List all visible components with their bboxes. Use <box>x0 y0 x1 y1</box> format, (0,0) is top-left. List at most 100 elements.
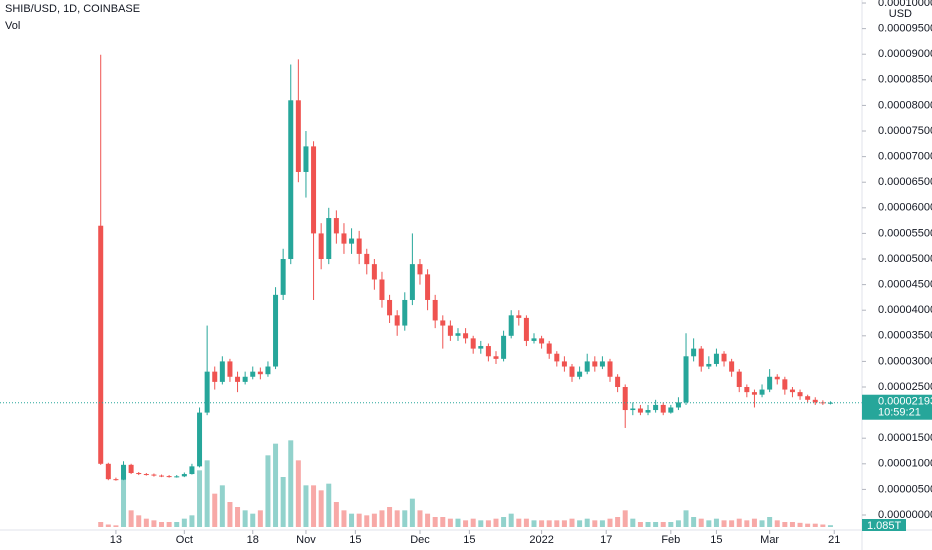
x-tick-label: Mar <box>760 534 779 546</box>
candle-body <box>736 371 742 388</box>
candle-body <box>789 389 795 393</box>
candle-body <box>599 361 605 367</box>
candle-body <box>265 366 271 375</box>
symbol-title: SHIB/USD, 1D, COINBASE <box>5 3 140 15</box>
y-tick-label: 0.00004000 <box>878 304 932 316</box>
candle-body <box>371 264 377 280</box>
y-tick-label: 0.00007000 <box>878 151 932 163</box>
candle-body <box>713 353 719 364</box>
volume-bar <box>797 522 803 527</box>
volume-bar <box>311 485 317 527</box>
candle-body <box>364 253 370 265</box>
volume-bar <box>599 520 605 527</box>
volume-bar <box>584 518 590 527</box>
volume-bar <box>280 477 286 527</box>
y-tick-label: 0.00008500 <box>878 74 932 86</box>
candle-body <box>782 379 788 390</box>
y-tick-label: 0.00000000 <box>878 509 932 521</box>
candle-body <box>622 387 628 411</box>
volume-bar <box>546 520 552 527</box>
candle-body <box>812 399 818 403</box>
candle-body <box>668 407 674 413</box>
y-tick-label: 0.00004500 <box>878 279 932 291</box>
candle-body <box>128 464 134 474</box>
volume-bar <box>645 522 651 527</box>
volume-bar <box>189 515 195 527</box>
candle-body <box>295 100 301 172</box>
candle-body <box>607 361 613 377</box>
candle-body <box>121 464 127 480</box>
volume-bar <box>143 518 149 527</box>
volume-bar <box>729 520 735 527</box>
candle-body <box>645 410 651 413</box>
volume-bar <box>98 522 104 527</box>
candle-body <box>577 371 583 377</box>
candle-body <box>493 356 499 359</box>
volume-bar <box>349 513 355 527</box>
x-tick-label: 15 <box>349 534 361 546</box>
candle-body <box>379 279 385 300</box>
volume-bar <box>402 510 408 527</box>
candle-body <box>615 376 621 388</box>
candle-body <box>539 338 545 344</box>
candle-body <box>189 466 195 475</box>
candle-body <box>197 412 203 467</box>
y-tick-label: 0.00006000 <box>878 202 932 214</box>
candle-body <box>143 474 149 476</box>
volume-bar <box>523 518 529 527</box>
last-volume-label: 1.085T <box>867 520 902 532</box>
candle-body <box>242 376 248 382</box>
volume-bar <box>333 502 339 527</box>
y-tick-label: 0.00003000 <box>878 355 932 367</box>
volume-bar <box>698 518 704 527</box>
volume-bar <box>751 518 757 527</box>
volume-bar <box>767 517 773 527</box>
candle-body <box>706 363 712 367</box>
candle-body <box>159 475 165 477</box>
x-tick-label: Feb <box>661 534 680 546</box>
candle-body <box>432 299 438 321</box>
volume-bar <box>759 520 765 527</box>
candle-body <box>546 343 552 354</box>
volume-bar <box>485 520 491 527</box>
volume-bar <box>744 520 750 527</box>
candle-body <box>136 473 142 475</box>
volume-bar <box>615 517 621 527</box>
x-tick-label: Oct <box>176 534 193 546</box>
candle-body <box>387 299 393 316</box>
candle-body <box>288 100 294 260</box>
candle-body <box>303 146 309 172</box>
candle-body <box>554 353 560 362</box>
candle-body <box>105 463 111 480</box>
volume-bar <box>341 510 347 527</box>
candle-body <box>311 146 317 234</box>
volume-bar <box>653 522 659 527</box>
y-tick-label: 0.00010000 <box>878 0 932 9</box>
volume-bar <box>432 517 438 527</box>
x-tick-label: 21 <box>828 534 840 546</box>
last-price-box <box>862 394 932 420</box>
candle-body <box>227 361 233 377</box>
volume-bar <box>303 485 309 527</box>
volume-bar <box>789 522 795 527</box>
volume-bar <box>607 518 613 527</box>
x-tick-label: Nov <box>296 534 316 546</box>
candle-body <box>151 474 157 476</box>
countdown-label: 10:59:21 <box>878 407 921 419</box>
volume-bar <box>508 513 514 527</box>
candle-body <box>774 376 780 380</box>
candle-body <box>660 404 666 413</box>
candle-body <box>174 476 180 478</box>
volume-bar <box>257 510 263 527</box>
volume-bar <box>318 490 324 527</box>
volume-bar <box>379 510 385 527</box>
volume-bar <box>113 525 119 527</box>
volume-bar <box>478 520 484 527</box>
candle-body <box>425 274 431 300</box>
volume-bar <box>455 518 461 527</box>
volume-bar <box>447 518 453 527</box>
volume-bar <box>782 522 788 527</box>
x-tick-label: 15 <box>463 534 475 546</box>
candle-body <box>691 348 697 357</box>
volume-bar <box>394 510 400 527</box>
